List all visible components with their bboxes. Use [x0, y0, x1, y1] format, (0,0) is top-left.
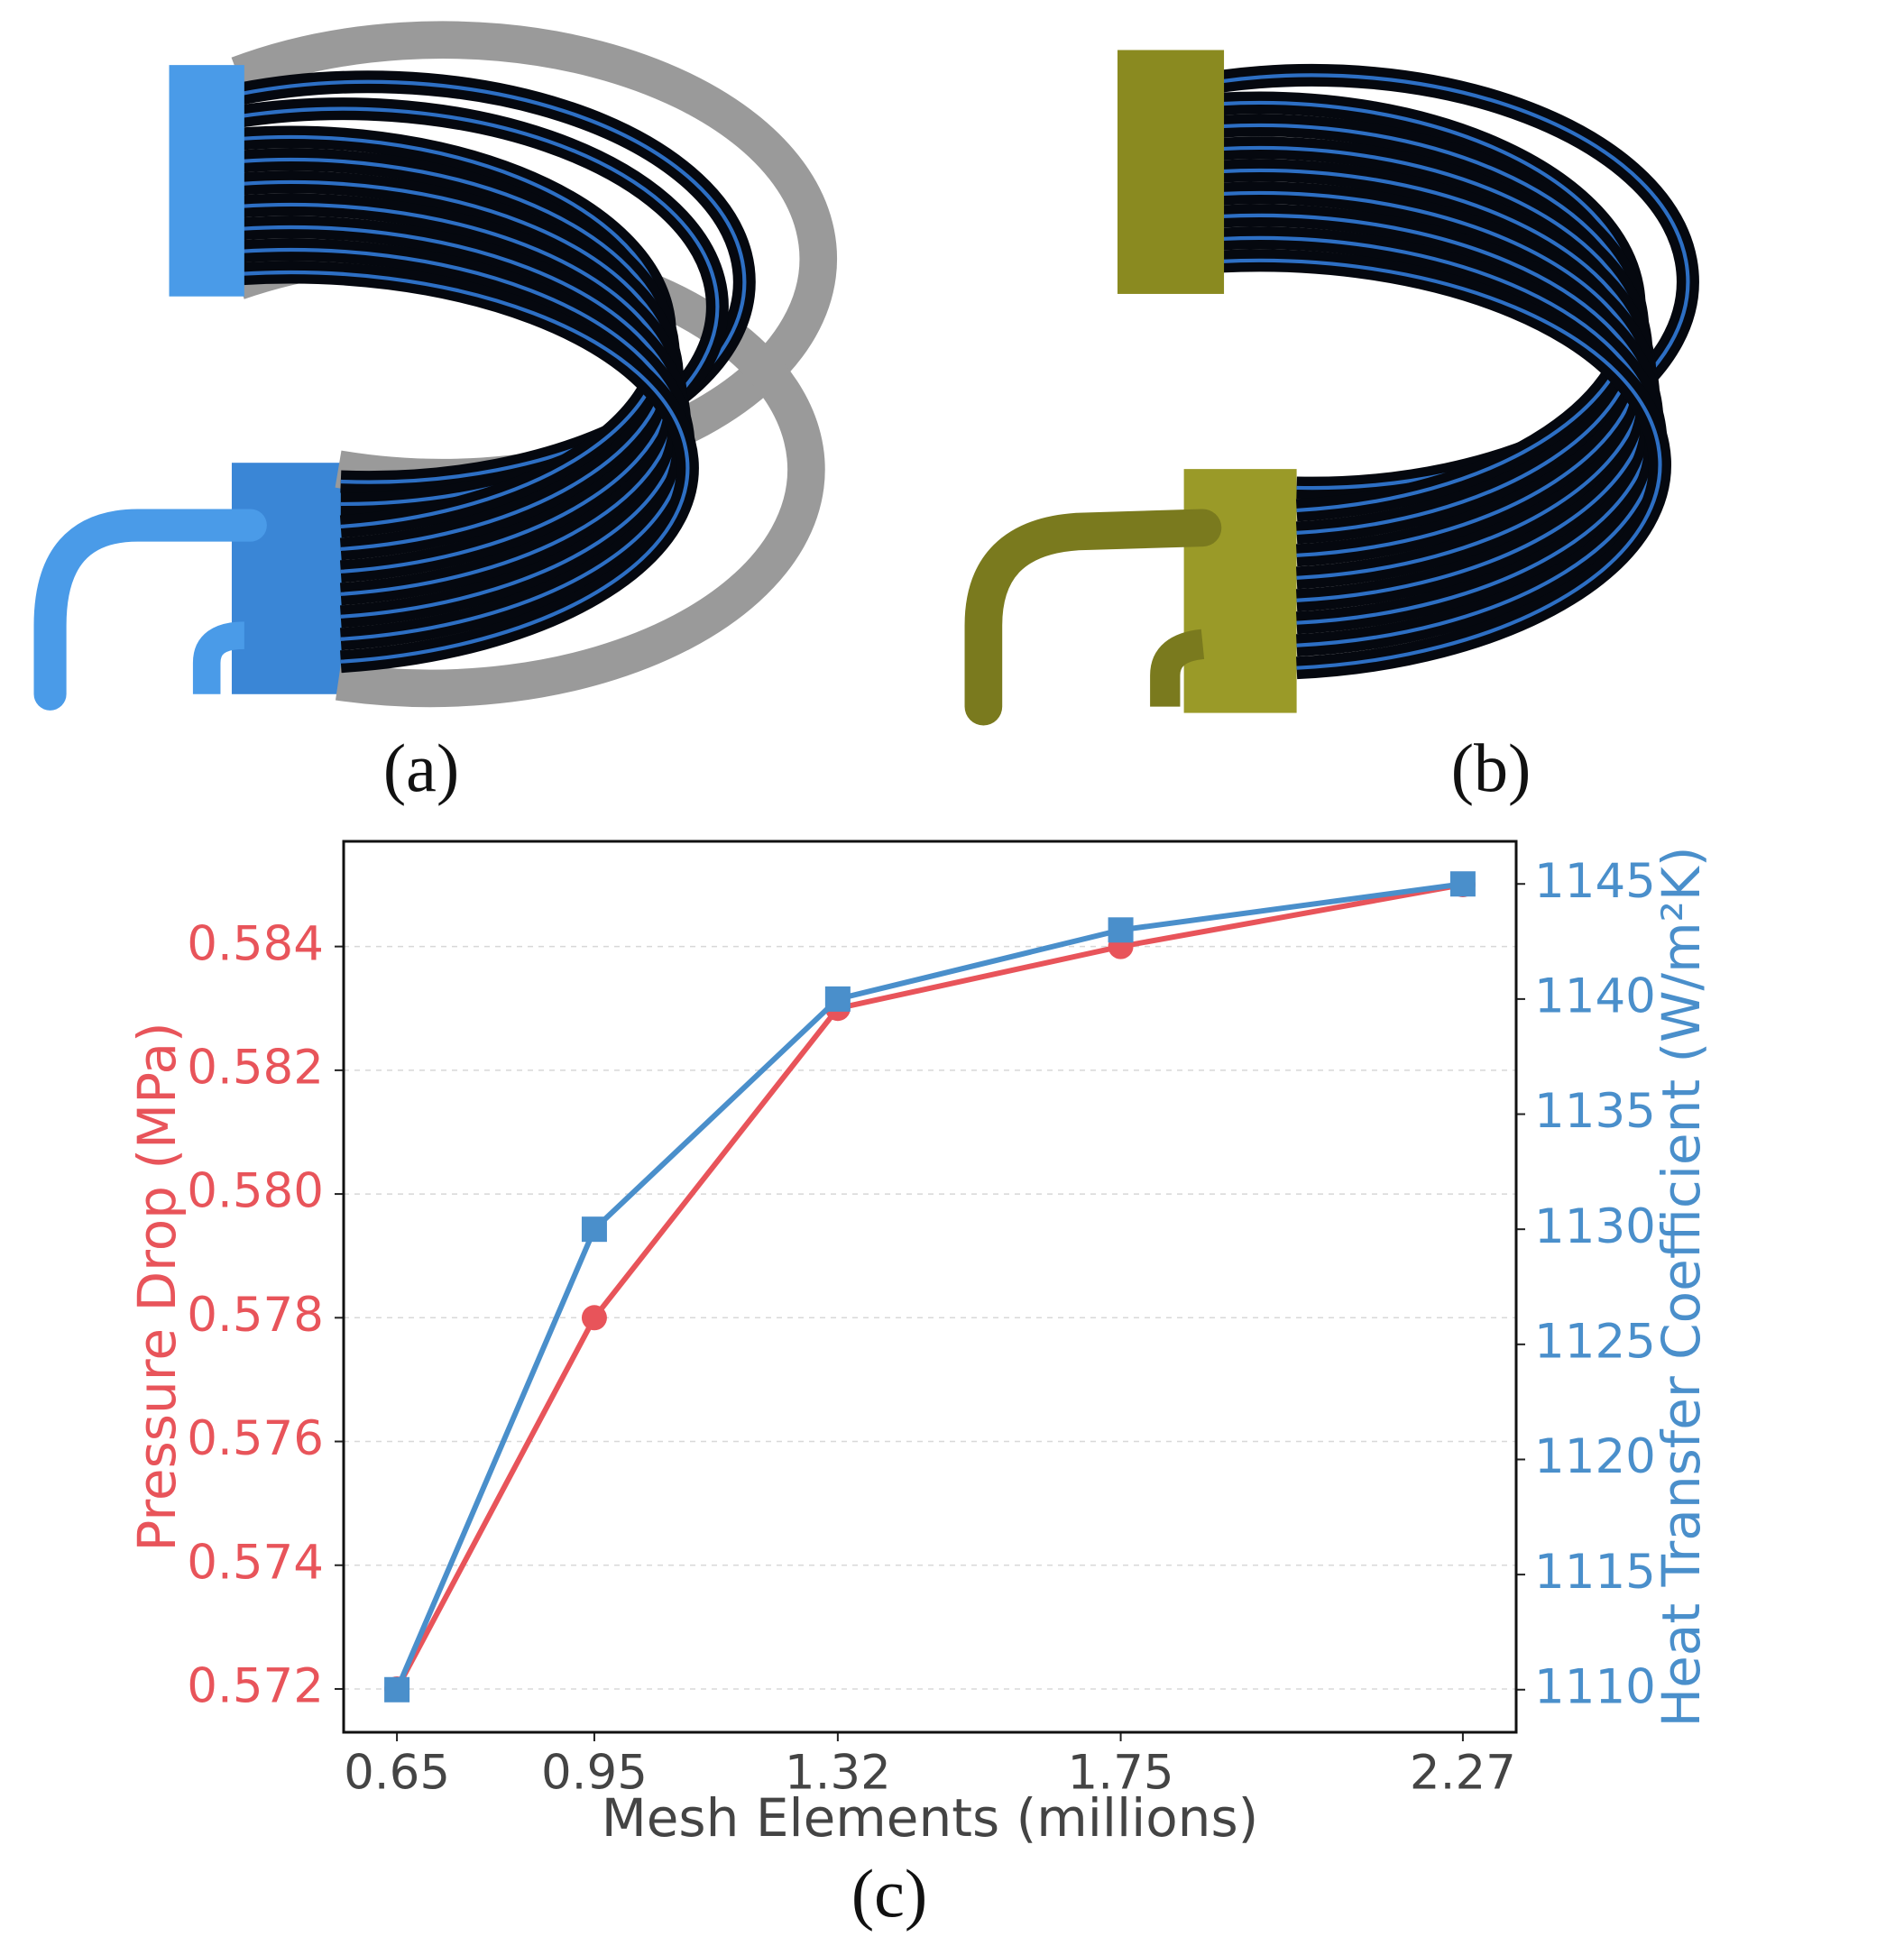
manifold-bottom: [1183, 469, 1297, 713]
marker: [824, 986, 851, 1012]
y-axis-title: Pressure Drop (MPa): [126, 1022, 188, 1551]
y2-axis-title: Heat Transfer Coefficient (W/m²K): [1651, 847, 1712, 1728]
marker: [581, 1216, 607, 1243]
marker: [1108, 917, 1134, 943]
x-tick-label: 2.27: [1410, 1746, 1516, 1801]
manifold-top: [169, 65, 244, 297]
y2-tick-label: 1125: [1534, 1314, 1656, 1369]
pipe: [192, 621, 245, 694]
y-tick-label: 0.584: [187, 916, 324, 971]
coil-stripe: [240, 270, 690, 664]
pipe: [964, 509, 1222, 726]
manifold-top: [1117, 50, 1225, 294]
rendering-a: [33, 21, 838, 711]
y-tick-label: 0.578: [187, 1288, 324, 1343]
y-tick-label: 0.574: [187, 1535, 324, 1590]
pipe: [33, 509, 267, 711]
panel-label: (c): [851, 1856, 927, 1932]
coil-stripe: [240, 79, 747, 484]
x-tick-label: 0.95: [541, 1746, 648, 1801]
marker: [1449, 871, 1476, 897]
y-tick-label: 0.576: [187, 1411, 324, 1466]
panel-label: (a): [383, 730, 459, 806]
renderings: [33, 21, 1699, 726]
y2-tick-label: 1135: [1534, 1084, 1656, 1139]
y2-tick-label: 1140: [1534, 969, 1656, 1024]
x-tick-label: 0.65: [344, 1746, 450, 1801]
rendering-b: [964, 50, 1699, 726]
x-axis-title: Mesh Elements (millions): [602, 1787, 1259, 1849]
series-line: [394, 882, 1464, 1691]
y2-tick-label: 1110: [1534, 1659, 1656, 1714]
y2-tick-label: 1115: [1534, 1545, 1656, 1600]
manifold-bottom: [231, 463, 345, 694]
marker: [384, 1676, 410, 1703]
y-tick-label: 0.572: [187, 1659, 324, 1714]
y2-tick-label: 1145: [1534, 854, 1656, 909]
panel-label: (b): [1451, 730, 1531, 806]
series-line: [394, 881, 1464, 1691]
plot-frame: [342, 840, 1518, 1734]
marker: [581, 1305, 607, 1331]
pipe: [1150, 629, 1205, 707]
coil-stripe: [1221, 258, 1662, 670]
y2-tick-label: 1130: [1534, 1199, 1656, 1254]
x-tick-label: 1.75: [1068, 1746, 1174, 1801]
y-tick-label: 0.582: [187, 1041, 324, 1096]
x-tick-label: 1.32: [785, 1746, 891, 1801]
y2-tick-label: 1120: [1534, 1429, 1656, 1484]
y-tick-label: 0.580: [187, 1164, 324, 1219]
